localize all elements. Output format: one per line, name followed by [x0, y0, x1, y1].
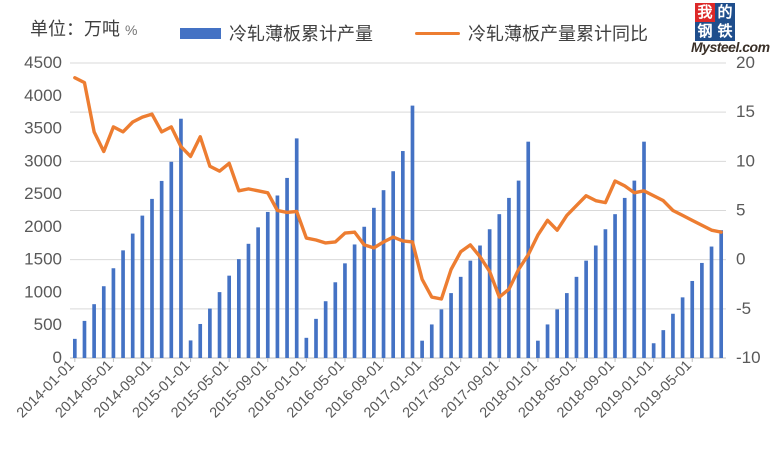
svg-text:0: 0: [736, 250, 745, 269]
svg-text:3000: 3000: [24, 151, 62, 170]
svg-text:-10: -10: [736, 348, 761, 367]
svg-text:-5: -5: [736, 299, 751, 318]
svg-text:2500: 2500: [24, 184, 62, 203]
svg-text:20: 20: [736, 53, 755, 72]
svg-text:4500: 4500: [24, 53, 62, 72]
svg-text:5: 5: [736, 201, 745, 220]
svg-text:10: 10: [736, 151, 755, 170]
svg-text:15: 15: [736, 102, 755, 121]
svg-text:2000: 2000: [24, 217, 62, 236]
svg-text:500: 500: [34, 315, 62, 334]
svg-text:4000: 4000: [24, 86, 62, 105]
svg-text:3500: 3500: [24, 119, 62, 138]
svg-text:1500: 1500: [24, 250, 62, 269]
svg-text:1000: 1000: [24, 282, 62, 301]
